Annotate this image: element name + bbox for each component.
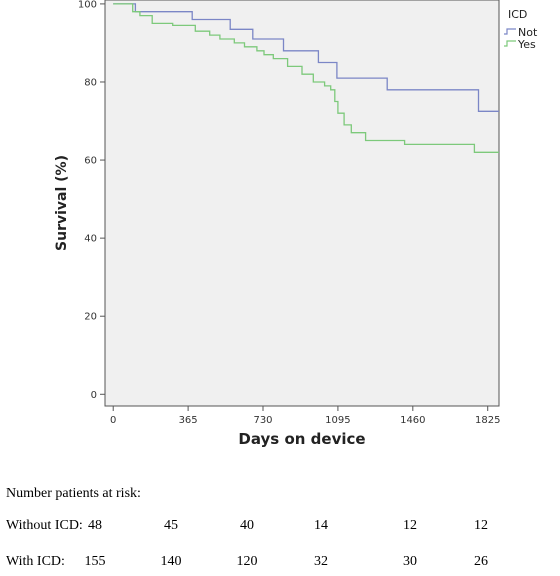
- risk-cell: 14: [314, 518, 328, 533]
- risk-row: Without ICD: 48 45 40 14 12 12: [0, 518, 560, 538]
- series-line-not: [113, 3, 499, 112]
- y-tick-label: 20: [84, 312, 97, 323]
- risk-row: With ICD: 155 140 120 32 30 26: [0, 554, 560, 574]
- x-tick-label: 1825: [475, 415, 500, 426]
- x-tick-label: 0: [110, 415, 116, 426]
- risk-cell: 12: [474, 518, 488, 533]
- y-tick-label: 100: [78, 0, 97, 10]
- legend-label-not: Not: [518, 26, 538, 39]
- risk-cell: 40: [240, 518, 254, 533]
- series-layer: [113, 3, 499, 153]
- risk-cell: 155: [84, 554, 106, 569]
- y-tick-label: 40: [84, 234, 97, 245]
- risk-cell: 30: [403, 554, 417, 569]
- y-tick-label: 80: [84, 77, 97, 88]
- risk-cell: 120: [236, 554, 258, 569]
- x-axis-title: Days on device: [238, 430, 365, 448]
- risk-cell: 26: [474, 554, 488, 569]
- risk-cell: 48: [88, 518, 102, 533]
- risk-cell: 140: [160, 554, 182, 569]
- plot-area: [104, 0, 500, 407]
- x-tick-label: 1460: [400, 415, 425, 426]
- legend-swatch: [504, 28, 516, 35]
- risk-cell: 12: [403, 518, 417, 533]
- x-tick-label: 1095: [325, 415, 350, 426]
- series-line-yes: [113, 3, 499, 153]
- risk-cell: 32: [314, 554, 328, 569]
- risk-cell: 45: [164, 518, 178, 533]
- y-tick-label: 60: [84, 156, 97, 167]
- survival-chart: 0 365 730 1095 1460 1825 0 20 40 60 80 100 Days on …: [54, 0, 538, 448]
- risk-row-label: Without ICD:: [6, 518, 83, 533]
- y-tick-label: 0: [91, 390, 97, 401]
- risk-table-title: Number patients at risk:: [6, 486, 141, 501]
- y-axis-title: Survival (%): [54, 155, 70, 251]
- x-tick-label: 365: [179, 415, 198, 426]
- legend-swatch: [504, 40, 516, 47]
- risk-row-label: With ICD:: [6, 554, 65, 569]
- x-tick-label: 730: [253, 415, 272, 426]
- axes: 0 365 730 1095 1460 1825 0 20 40 60 80 100: [78, 0, 501, 426]
- legend-label-yes: Yes: [517, 38, 536, 51]
- legend-title: ICD: [508, 8, 527, 21]
